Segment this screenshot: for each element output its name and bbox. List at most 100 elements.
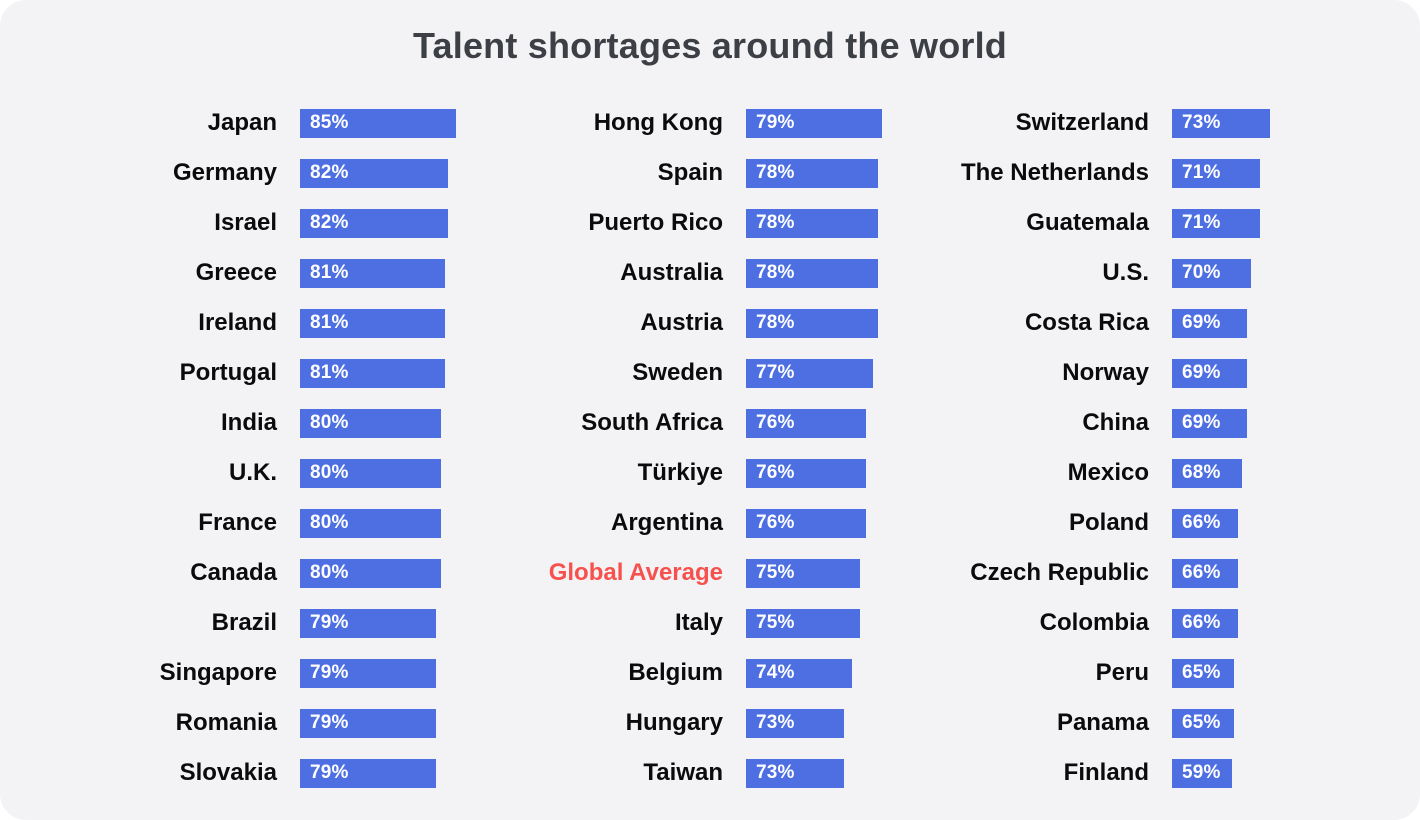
bar-value-text: 66%: [1182, 512, 1221, 533]
country-label: Taiwan: [643, 759, 723, 786]
chart-column-1: Japan 85% Germany 82% Israel 82% Greece 81% Irel…: [60, 98, 460, 798]
country-label: Australia: [620, 259, 723, 286]
chart-row: South Africa 76%: [460, 398, 886, 448]
chart-row: Czech Republic 66%: [886, 548, 1420, 598]
chart-row: Switzerland 73%: [886, 98, 1420, 148]
bar-value-text: 65%: [1182, 662, 1221, 683]
chart-row: Greece 81%: [60, 248, 460, 298]
country-label: Guatemala: [1026, 209, 1149, 236]
value-bar: 82%: [300, 158, 448, 188]
bar-value-text: 77%: [756, 362, 795, 383]
chart-row: Hong Kong 79%: [460, 98, 886, 148]
country-label: Costa Rica: [1024, 309, 1149, 336]
chart-row: Belgium 74%: [460, 648, 886, 698]
value-bar: 71%: [1172, 158, 1260, 188]
bar-value-text: 76%: [756, 412, 795, 433]
value-bar: 81%: [300, 308, 445, 338]
country-label: Hungary: [625, 709, 723, 736]
chart-row: Israel 82%: [60, 198, 460, 248]
chart-row: Japan 85%: [60, 98, 460, 148]
country-label: Greece: [195, 259, 277, 286]
country-label: U.S.: [1102, 259, 1149, 286]
chart-row: Slovakia 79%: [60, 748, 460, 798]
bar-value-text: 78%: [756, 312, 795, 333]
bar-value-text: 82%: [310, 212, 349, 233]
chart-row: India 80%: [60, 398, 460, 448]
bar-value-text: 79%: [310, 712, 349, 733]
bar-value-text: 80%: [310, 412, 349, 433]
global-average-label: Global Average: [548, 559, 723, 586]
chart-row: Italy 75%: [460, 598, 886, 648]
bar-value-text: 81%: [310, 312, 349, 333]
bar-value-text: 70%: [1182, 262, 1221, 283]
value-bar: 79%: [746, 108, 882, 138]
value-bar: 65%: [1172, 708, 1234, 738]
bar-value-text: 68%: [1182, 462, 1221, 483]
value-bar: 66%: [1172, 508, 1238, 538]
value-bar: 68%: [1172, 458, 1242, 488]
value-bar: 76%: [746, 408, 866, 438]
bar-value-text: 79%: [310, 662, 349, 683]
bar-value-text: 73%: [756, 712, 795, 733]
chart-row: Hungary 73%: [460, 698, 886, 748]
country-label: Finland: [1063, 759, 1149, 786]
bar-value-text: 71%: [1182, 162, 1221, 183]
value-bar: 66%: [1172, 608, 1238, 638]
value-bar: 75%: [746, 558, 860, 588]
chart-column-2: Hong Kong 79% Spain 78% Puerto Rico 78% Austra…: [460, 98, 886, 798]
chart-row: Australia 78%: [460, 248, 886, 298]
bar-value-text: 81%: [310, 262, 349, 283]
bar-value-text: 59%: [1182, 762, 1221, 783]
chart-row: Brazil 79%: [60, 598, 460, 648]
value-bar: 78%: [746, 308, 878, 338]
bar-value-text: 85%: [310, 112, 349, 133]
chart-row: Finland 59%: [886, 748, 1420, 798]
country-label: Czech Republic: [970, 559, 1149, 586]
value-bar: 77%: [746, 358, 873, 388]
value-bar: 73%: [746, 708, 844, 738]
value-bar: 81%: [300, 258, 445, 288]
country-label: Canada: [190, 559, 277, 586]
value-bar: 66%: [1172, 558, 1238, 588]
country-label: Singapore: [159, 659, 277, 686]
chart-row: Puerto Rico 78%: [460, 198, 886, 248]
country-label: Japan: [207, 109, 277, 136]
value-bar: 69%: [1172, 358, 1247, 388]
chart-row: Costa Rica 69%: [886, 298, 1420, 348]
bar-value-text: 69%: [1182, 312, 1221, 333]
bar-value-text: 80%: [310, 462, 349, 483]
value-bar: 69%: [1172, 308, 1247, 338]
country-label: Israel: [214, 209, 277, 236]
chart-row: Argentina 76%: [460, 498, 886, 548]
chart-row: Austria 78%: [460, 298, 886, 348]
bar-value-text: 76%: [756, 512, 795, 533]
country-label: Sweden: [632, 359, 723, 386]
country-label: Türkiye: [637, 459, 723, 486]
chart-row: Ireland 81%: [60, 298, 460, 348]
bar-value-text: 79%: [310, 612, 349, 633]
value-bar: 74%: [746, 658, 852, 688]
value-bar: 82%: [300, 208, 448, 238]
bar-value-text: 65%: [1182, 712, 1221, 733]
country-label: Hong Kong: [593, 109, 723, 136]
country-label: Belgium: [628, 659, 723, 686]
chart-row: U.S. 70%: [886, 248, 1420, 298]
value-bar: 78%: [746, 258, 878, 288]
value-bar: 79%: [300, 608, 436, 638]
value-bar: 59%: [1172, 758, 1232, 788]
value-bar: 80%: [300, 408, 441, 438]
value-bar: 71%: [1172, 208, 1260, 238]
chart-row: Guatemala 71%: [886, 198, 1420, 248]
value-bar: 75%: [746, 608, 860, 638]
bar-value-text: 75%: [756, 612, 795, 633]
bar-value-text: 73%: [1182, 112, 1221, 133]
chart-row: Global Average 75%: [460, 548, 886, 598]
country-label: India: [220, 409, 277, 436]
chart-column-3: Switzerland 73% The Netherlands 71% Guatemal…: [886, 98, 1420, 798]
chart-row: Canada 80%: [60, 548, 460, 598]
country-label: South Africa: [581, 409, 723, 436]
bar-value-text: 75%: [756, 562, 795, 583]
chart-grid: Japan 85% Germany 82% Israel 82% Greece 81% Irel…: [0, 98, 1420, 798]
chart-row: Colombia 66%: [886, 598, 1420, 648]
